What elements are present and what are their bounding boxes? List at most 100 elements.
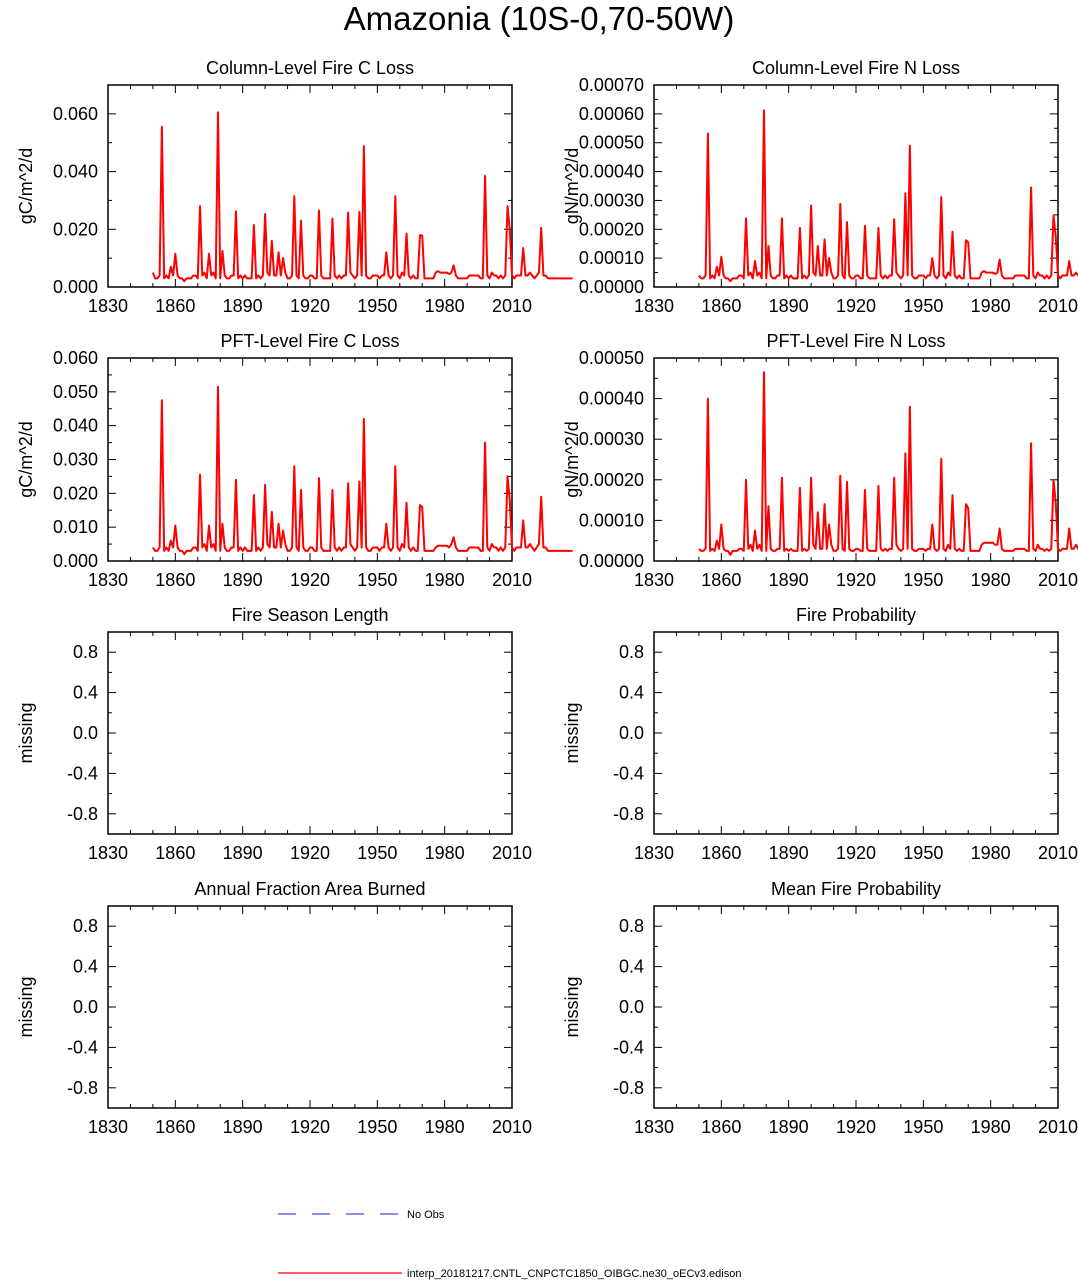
panels: Column-Level Fire C Loss gC/m^2/d 1830 1860… — [16, 58, 1078, 1137]
y-tick-label: 0.4 — [73, 683, 98, 703]
x-tick-label: 2010 — [1038, 570, 1078, 590]
series-line-model — [152, 385, 573, 556]
plot-frame — [107, 905, 513, 1109]
legend-model-label: interp_20181217.CNTL_CNPCTC1850_OIBGC.ne… — [407, 1268, 741, 1280]
y-tick-label: 0.00040 — [579, 162, 644, 182]
x-tick-label: 1890 — [769, 570, 809, 590]
x-tick-label: 2010 — [492, 843, 532, 863]
x-tick-label: 1920 — [836, 296, 876, 316]
x-tick-label: 1980 — [971, 1117, 1011, 1137]
y-tick-label: 0.030 — [53, 450, 98, 470]
x-tick-label: 2010 — [1038, 843, 1078, 863]
y-tick-label: 0.8 — [619, 642, 644, 662]
x-tick-label: 1860 — [155, 570, 195, 590]
y-tick-label: 0.00020 — [579, 470, 644, 490]
x-tick-label: 1830 — [88, 296, 128, 316]
y-tick-label: 0.060 — [53, 104, 98, 124]
x-tick-label: 1890 — [769, 843, 809, 863]
x-tick-label: 1950 — [903, 1117, 943, 1137]
y-tick-label: -0.4 — [67, 763, 98, 783]
y-tick-label: 0.050 — [53, 382, 98, 402]
x-tick-label: 1860 — [155, 843, 195, 863]
x-tick-label: 1890 — [769, 1117, 809, 1137]
x-tick-label: 1950 — [357, 1117, 397, 1137]
x-tick-label: 1920 — [836, 570, 876, 590]
panel-8: Mean Fire Probability missing 1830 1860 1890… — [562, 879, 1078, 1137]
x-tick-label: 1860 — [701, 296, 741, 316]
panel-3: PFT-Level Fire C Loss gC/m^2/d 1830 1860 189… — [16, 331, 573, 590]
y-tick-label: 0.060 — [53, 348, 98, 368]
x-tick-label: 1980 — [971, 843, 1011, 863]
y-tick-label: 0.00070 — [579, 75, 644, 95]
x-tick-label: 1860 — [155, 296, 195, 316]
x-tick-label: 1830 — [634, 1117, 674, 1137]
panel-title: Column-Level Fire C Loss — [206, 58, 414, 78]
x-tick-label: 1920 — [836, 1117, 876, 1137]
y-tick-label: -0.8 — [67, 1078, 98, 1098]
x-tick-label: 1830 — [88, 570, 128, 590]
x-tick-label: 1920 — [290, 570, 330, 590]
plot-frame — [107, 84, 513, 288]
y-tick-label: 0.4 — [619, 957, 644, 977]
y-tick-label: 0.0 — [73, 723, 98, 743]
y-tick-label: 0.0 — [619, 723, 644, 743]
y-tick-label: 0.0 — [619, 997, 644, 1017]
x-tick-label: 1860 — [155, 1117, 195, 1137]
x-tick-label: 2010 — [492, 296, 532, 316]
y-tick-label: -0.8 — [67, 804, 98, 824]
y-axis-label: missing — [562, 976, 582, 1037]
plot-frame — [107, 631, 513, 835]
x-tick-label: 1830 — [88, 1117, 128, 1137]
x-tick-label: 1860 — [701, 1117, 741, 1137]
x-tick-label: 1920 — [290, 1117, 330, 1137]
y-tick-label: 0.00030 — [579, 190, 644, 210]
y-tick-label: 0.0 — [73, 997, 98, 1017]
y-tick-label: 0.00000 — [579, 551, 644, 571]
x-tick-label: 1890 — [223, 1117, 263, 1137]
plot-frame — [653, 84, 1059, 288]
y-tick-label: 0.020 — [53, 219, 98, 239]
x-tick-label: 2010 — [492, 570, 532, 590]
y-tick-label: 0.010 — [53, 517, 98, 537]
panel-title: Mean Fire Probability — [771, 879, 941, 899]
x-tick-label: 2010 — [1038, 296, 1078, 316]
panel-5: Fire Season Length missing 1830 1860 1890 192… — [16, 605, 532, 863]
x-tick-label: 2010 — [492, 1117, 532, 1137]
plot-frame — [653, 357, 1059, 562]
panel-7: Annual Fraction Area Burned missing 1830 18… — [16, 879, 532, 1137]
y-tick-label: 0.000 — [53, 277, 98, 297]
y-tick-label: 0.00010 — [579, 510, 644, 530]
y-axis-label: missing — [16, 976, 36, 1037]
y-tick-label: 0.4 — [73, 957, 98, 977]
y-tick-label: 0.040 — [53, 162, 98, 182]
y-tick-label: -0.4 — [67, 1037, 98, 1057]
x-tick-label: 1950 — [357, 570, 397, 590]
y-axis-label: gC/m^2/d — [16, 421, 36, 497]
series-line-model — [698, 109, 1078, 283]
panel-title: Annual Fraction Area Burned — [194, 879, 425, 899]
x-tick-label: 1980 — [971, 570, 1011, 590]
y-tick-label: 0.00040 — [579, 389, 644, 409]
x-tick-label: 1860 — [701, 570, 741, 590]
x-tick-label: 1950 — [357, 843, 397, 863]
panel-title: PFT-Level Fire N Loss — [766, 331, 945, 351]
y-axis-label: gN/m^2/d — [562, 421, 582, 497]
plot-frame — [653, 905, 1059, 1109]
y-tick-label: -0.8 — [613, 1078, 644, 1098]
y-tick-label: 0.4 — [619, 683, 644, 703]
x-tick-label: 2010 — [1038, 1117, 1078, 1137]
x-tick-label: 1920 — [290, 843, 330, 863]
x-tick-label: 1920 — [836, 843, 876, 863]
y-tick-label: 0.00010 — [579, 248, 644, 268]
y-tick-label: 0.00030 — [579, 429, 644, 449]
series-line-model — [151, 111, 573, 283]
legend-no-obs-label: No Obs — [407, 1209, 445, 1221]
plot-frame — [653, 631, 1059, 835]
panel-title: Fire Probability — [796, 605, 916, 625]
y-axis-label: gC/m^2/d — [16, 148, 36, 224]
legend: No Obs interp_20181217.CNTL_CNPCTC1850_O… — [278, 1209, 741, 1280]
y-tick-label: -0.4 — [613, 763, 644, 783]
series-line-model — [698, 371, 1078, 556]
